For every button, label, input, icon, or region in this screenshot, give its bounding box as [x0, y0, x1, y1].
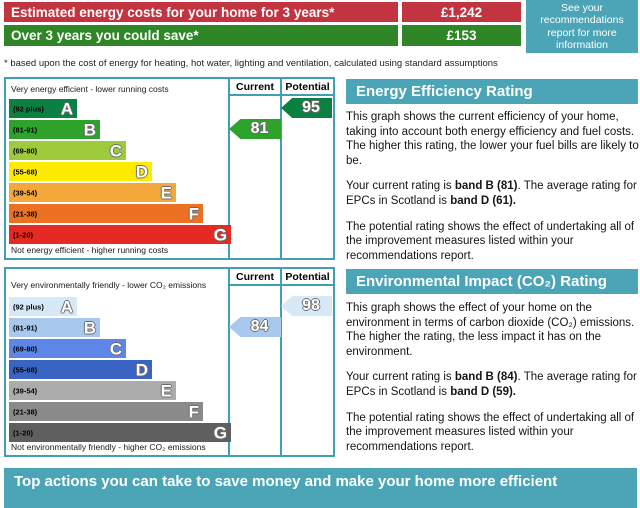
- band-letter: G: [213, 423, 227, 442]
- band-letter: A: [60, 297, 73, 316]
- band-range-label: (1-20): [13, 230, 34, 239]
- estimated-costs-label: Estimated energy costs for your home for…: [4, 2, 398, 22]
- column-divider: [228, 79, 230, 258]
- band-letter: E: [160, 381, 172, 400]
- band-letter: F: [188, 204, 199, 223]
- band-row-e: (39-54) E: [9, 381, 176, 400]
- environmental-impact-chart: Current Potential Very environmentally fri…: [4, 267, 335, 457]
- band-range-label: (69-80): [13, 146, 38, 155]
- estimated-costs-value: £1,242: [402, 2, 521, 22]
- environmental-impact-panel-title: Environmental Impact (CO₂) Rating: [346, 269, 638, 294]
- footnote: * based upon the cost of energy for heat…: [4, 58, 498, 69]
- band-letter: D: [135, 360, 148, 379]
- energy-efficiency-panel-title: Energy Efficiency Rating: [346, 79, 638, 104]
- band-range-label: (21-38): [13, 209, 38, 218]
- band-row-c: (69-80) C: [9, 141, 126, 160]
- energy-efficiency-panel-body: This graph shows the current efficiency …: [346, 110, 640, 274]
- band-range-label: (92 plus): [13, 104, 44, 113]
- band-row-a: (92 plus) A: [9, 99, 77, 118]
- band-range-label: (92 plus): [13, 302, 44, 311]
- band-row-d: (55-68) D: [9, 162, 152, 181]
- recommendations-note-text: See your recommendations report for more…: [540, 1, 624, 51]
- band-letter: G: [213, 225, 227, 244]
- band-row-g: (1-20) G: [9, 225, 231, 244]
- column-header-current: Current: [236, 81, 274, 93]
- potential-rating-arrow: 98: [281, 296, 332, 316]
- scale-top-label: Very energy efficient - lower running co…: [11, 84, 169, 94]
- potential-rating-arrow: 95: [281, 98, 332, 118]
- band-row-b: (81-91) B: [9, 120, 100, 139]
- panel-paragraph: This graph shows the effect of your home…: [346, 302, 635, 358]
- band-range-label: (39-54): [13, 188, 38, 197]
- column-divider: [280, 79, 282, 258]
- current-rating-arrow: 81: [229, 119, 281, 139]
- current-rating-arrow: 84: [229, 317, 281, 337]
- panel-paragraph: The potential rating shows the effect of…: [346, 220, 635, 262]
- band-range-label: (55-68): [13, 365, 38, 374]
- column-header-potential: Potential: [285, 271, 330, 283]
- band-row-f: (21-38) F: [9, 204, 203, 223]
- scale-bottom-label: Not energy efficient - higher running co…: [11, 245, 169, 255]
- savings-value: £153: [402, 25, 521, 46]
- band-range-label: (55-68): [13, 167, 38, 176]
- panel-paragraph: Your current rating is band B (84). The …: [346, 371, 637, 398]
- column-divider: [280, 269, 282, 455]
- savings-label: Over 3 years you could save*: [4, 25, 398, 46]
- header-underline: [228, 284, 333, 286]
- band-letter: E: [160, 183, 172, 202]
- band-range-label: (21-38): [13, 407, 38, 416]
- band-range-label: (39-54): [13, 386, 38, 395]
- band-range-label: (1-20): [13, 428, 34, 437]
- band-row-f: (21-38) F: [9, 402, 203, 421]
- header-underline: [228, 94, 333, 96]
- band-letter: C: [109, 141, 122, 160]
- band-row-c: (69-80) C: [9, 339, 126, 358]
- panel-paragraph: The potential rating shows the effect of…: [346, 411, 635, 453]
- environmental-impact-panel-body: This graph shows the effect of your home…: [346, 301, 640, 465]
- scale-top-label: Very environmentally friendly - lower CO…: [11, 280, 207, 290]
- band-range-label: (81-91): [13, 125, 38, 134]
- panel-paragraph: This graph shows the current efficiency …: [346, 111, 639, 167]
- band-row-d: (55-68) D: [9, 360, 152, 379]
- column-header-potential: Potential: [285, 81, 330, 93]
- band-range-label: (81-91): [13, 323, 38, 332]
- column-header-current: Current: [236, 271, 274, 283]
- column-divider: [228, 269, 230, 455]
- band-row-a: (92 plus) A: [9, 297, 77, 316]
- band-row-g: (1-20) G: [9, 423, 231, 442]
- top-actions-banner: Top actions you can take to save money a…: [4, 468, 637, 508]
- band-letter: B: [83, 318, 96, 337]
- panel-paragraph: Your current rating is band B (81). The …: [346, 180, 637, 207]
- band-row-e: (39-54) E: [9, 183, 176, 202]
- energy-efficiency-chart: Current Potential Very energy efficient - …: [4, 77, 335, 260]
- recommendations-note: See your recommendations report for more…: [526, 0, 638, 53]
- band-letter: A: [60, 99, 73, 118]
- band-letter: D: [135, 162, 148, 181]
- band-letter: F: [188, 402, 199, 421]
- band-letter: C: [109, 339, 122, 358]
- band-row-b: (81-91) B: [9, 318, 100, 337]
- scale-bottom-label: Not environmentally friendly - higher CO…: [11, 442, 206, 452]
- band-range-label: (69-80): [13, 344, 38, 353]
- band-letter: B: [83, 120, 96, 139]
